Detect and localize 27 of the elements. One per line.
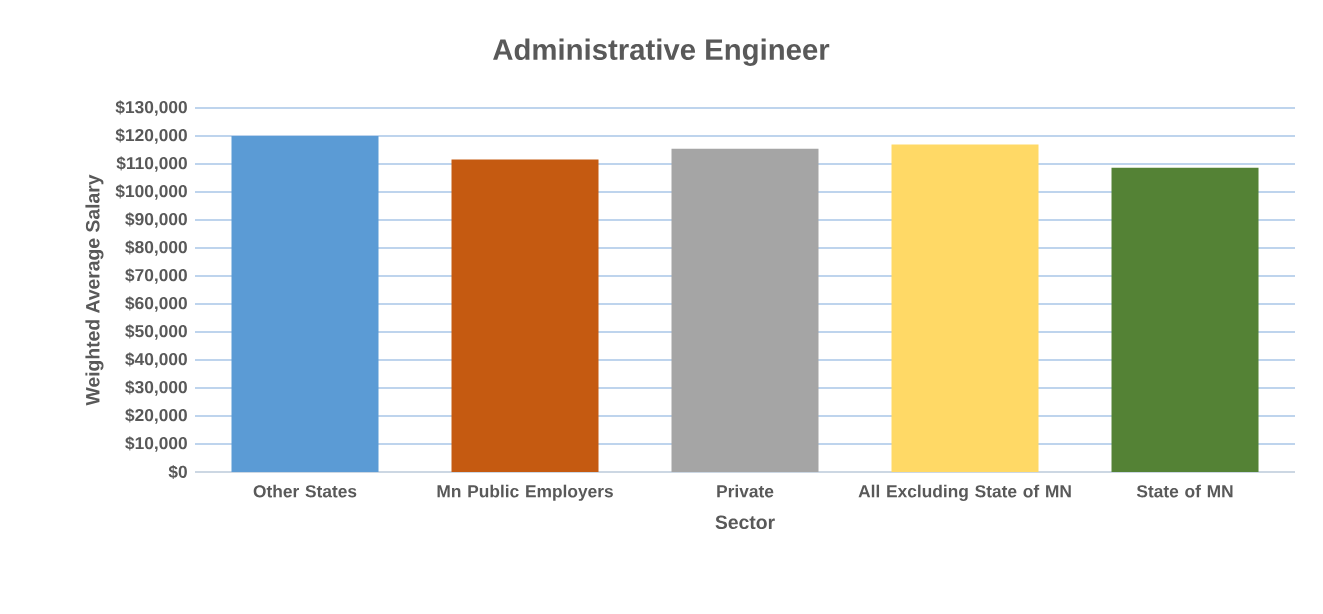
y-axis-title: Weighted Average Salary	[85, 174, 104, 406]
bar	[671, 148, 819, 472]
y-tick-label: $70,000	[125, 268, 187, 284]
y-tick-label: $0	[168, 464, 187, 480]
y-tick-label: $110,000	[116, 156, 187, 172]
bar	[1111, 167, 1259, 472]
x-tick-label: Mn Public Employers	[437, 484, 613, 501]
x-tick-label: Other States	[253, 484, 357, 498]
y-tick-label: $60,000	[125, 296, 187, 312]
y-tick-label: $10,000	[125, 436, 187, 452]
x-tick-label: All Excluding State of MN	[858, 484, 1071, 501]
y-tick-label: $90,000	[125, 212, 187, 228]
bar	[891, 144, 1039, 472]
bar	[451, 159, 599, 472]
y-tick-label: $20,000	[125, 408, 187, 424]
y-tick-label: $100,000	[115, 184, 187, 200]
y-tick-label: $120,000	[115, 128, 187, 144]
x-tick-label: State of MN	[1136, 484, 1233, 498]
y-tick-label: $80,000	[125, 240, 187, 256]
y-tick-label: $30,000	[125, 380, 187, 396]
y-tick-label: $40,000	[125, 352, 187, 368]
y-tick-label: $130,000	[115, 100, 187, 116]
bar	[231, 136, 379, 472]
chart-title: Administrative Engineer	[493, 38, 830, 66]
x-tick-label: Private	[717, 484, 774, 498]
y-tick-label: $50,000	[125, 324, 187, 340]
x-axis-title: Sector	[715, 515, 775, 530]
